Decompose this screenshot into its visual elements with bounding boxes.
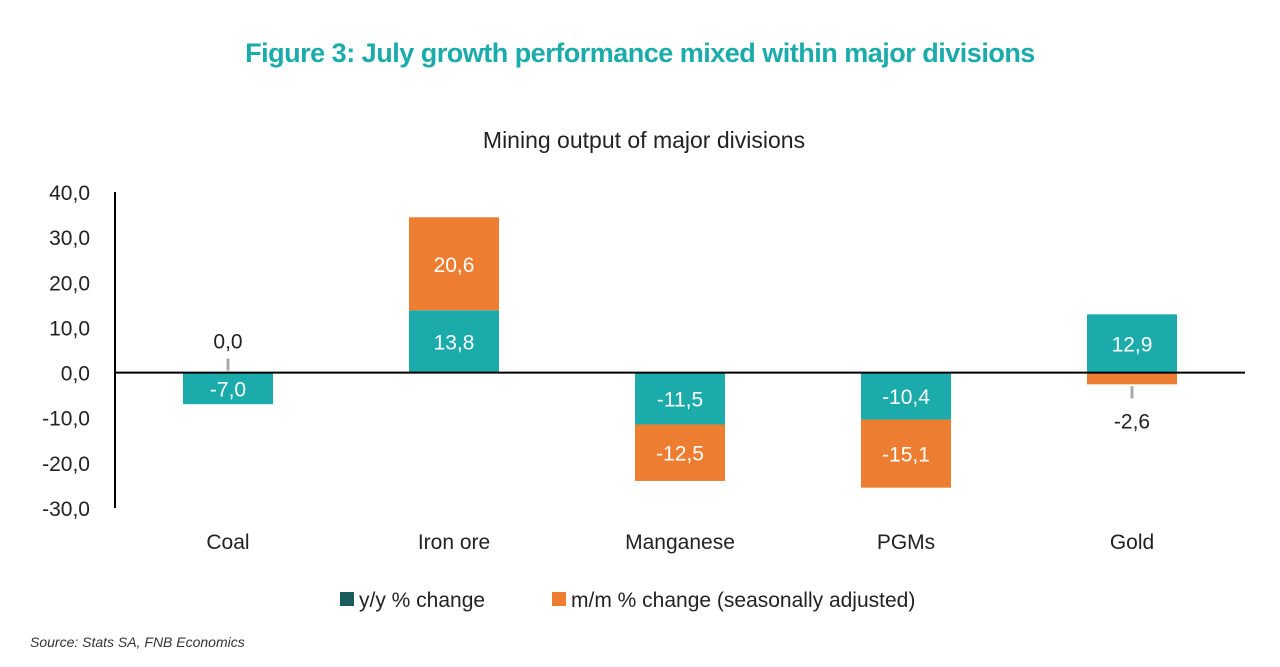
source-note: Source: Stats SA, FNB Economics — [30, 634, 245, 650]
data-label: -11,5 — [657, 389, 703, 412]
y-tick-label: -20,0 — [42, 453, 90, 476]
chart-subtitle: Mining output of major divisions — [483, 127, 805, 153]
figure-title: Figure 3: July growth performance mixed … — [245, 38, 1035, 68]
bar-mm — [409, 217, 499, 311]
bar-yy — [635, 372, 725, 425]
data-label: 0,0 — [213, 331, 242, 354]
y-tick-label: 40,0 — [49, 182, 90, 205]
data-label: -7,0 — [210, 378, 246, 401]
data-label: -10,4 — [882, 386, 930, 409]
y-tick-label: 0,0 — [61, 363, 90, 386]
x-tick-label: Iron ore — [418, 531, 490, 554]
x-tick-label: Coal — [206, 531, 249, 554]
x-tick-label: PGMs — [877, 531, 935, 554]
data-label: -12,5 — [656, 443, 704, 466]
legend-label-mm: m/m % change (seasonally adjusted) — [571, 589, 915, 612]
y-tick-label: 10,0 — [49, 317, 90, 340]
y-tick-label: -30,0 — [42, 498, 90, 521]
bar-yy — [183, 372, 273, 405]
bar-yy — [409, 310, 499, 373]
y-tick-label: -10,0 — [42, 408, 90, 431]
data-label: 12,9 — [1112, 333, 1153, 356]
data-label: 13,8 — [434, 331, 475, 354]
bar-mm — [1087, 372, 1177, 385]
x-tick-label: Manganese — [625, 531, 735, 554]
bar-mm — [635, 424, 725, 481]
data-label: 20,6 — [434, 254, 475, 277]
bar-yy — [861, 372, 951, 420]
legend-swatch-mm — [552, 592, 566, 606]
legend-swatch-yy — [340, 592, 354, 606]
legend-label-yy: y/y % change — [359, 589, 485, 612]
y-tick-label: 30,0 — [49, 227, 90, 250]
bar-mm — [861, 419, 951, 488]
data-label: -15,1 — [882, 444, 930, 467]
bar-yy — [1087, 314, 1177, 373]
data-label: -2,6 — [1114, 410, 1150, 433]
x-tick-label: Gold — [1110, 531, 1154, 554]
y-tick-label: 20,0 — [49, 272, 90, 295]
